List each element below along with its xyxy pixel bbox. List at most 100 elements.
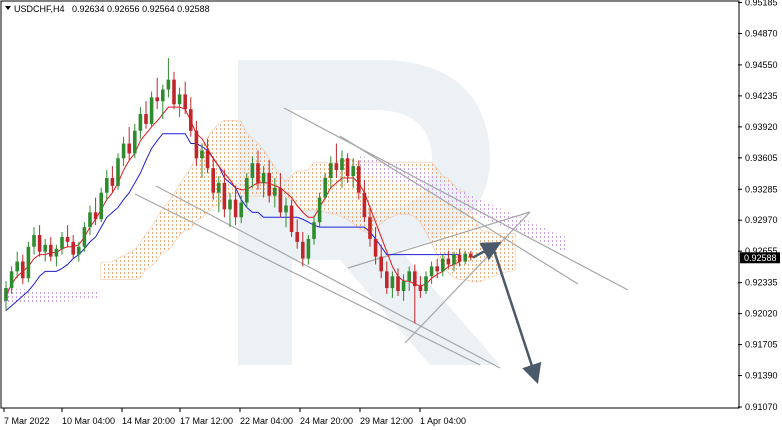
candle-body xyxy=(396,276,400,292)
dropdown-triangle-icon[interactable] xyxy=(5,6,11,10)
candle-body xyxy=(463,253,467,262)
candle-body xyxy=(200,150,204,159)
candle-body xyxy=(250,163,255,178)
candle-body xyxy=(233,199,238,218)
y-tick-label: 0.91390 xyxy=(745,371,778,381)
candle-body xyxy=(15,261,19,272)
candle-body xyxy=(222,182,227,210)
candle-body xyxy=(278,187,283,213)
y-tick-label: 0.92970 xyxy=(745,215,778,225)
candle-body xyxy=(183,94,187,110)
candle-body xyxy=(110,177,115,186)
trend-line xyxy=(134,193,481,366)
y-tick-label: 0.93605 xyxy=(745,153,778,163)
y-tick-label: 0.93285 xyxy=(745,184,778,194)
y-tick-label: 0.92020 xyxy=(745,309,778,319)
y-tick-label: 0.95185 xyxy=(745,0,778,7)
y-axis: 0.95185 0.94870 0.94550 0.94235 0.93920 0.936… xyxy=(738,0,778,412)
current-price-tag: 0.92588 xyxy=(740,252,780,264)
candle-body xyxy=(166,79,171,90)
candle-body xyxy=(189,109,193,131)
trend-line xyxy=(283,107,629,291)
symbol-label: USDCHF,H4 xyxy=(14,4,65,14)
candle-body xyxy=(446,258,451,265)
forecast-down-arrow xyxy=(491,246,542,385)
candle-body xyxy=(424,276,428,292)
trend-line xyxy=(347,211,531,269)
y-tick-label: 0.92655 xyxy=(745,246,778,256)
candle-body xyxy=(26,246,31,279)
chart-header: USDCHF,H4 0.92634 0.92656 0.92564 0.9258… xyxy=(5,4,210,14)
candle-body xyxy=(362,192,367,218)
candle-body xyxy=(317,197,322,223)
candle-body xyxy=(256,163,260,183)
candle-body xyxy=(345,158,350,176)
candle-body xyxy=(435,266,439,272)
ohlc-values: 0.92634 0.92656 0.92564 0.92588 xyxy=(72,4,210,14)
candle-body xyxy=(357,166,361,193)
candle-body xyxy=(65,236,70,242)
candle-body xyxy=(149,97,154,124)
candle-body xyxy=(138,114,143,131)
trend-line xyxy=(155,185,501,369)
candle-body xyxy=(413,271,417,287)
y-tick-label: 0.94870 xyxy=(745,28,778,38)
kijun-line xyxy=(5,133,460,312)
candle-body xyxy=(329,163,333,178)
candle-body xyxy=(401,281,406,292)
candle-body xyxy=(301,241,305,259)
candle-body xyxy=(49,244,53,257)
candle-body xyxy=(54,248,59,257)
candle-body xyxy=(373,238,378,257)
candle-body xyxy=(385,271,389,289)
candle-body xyxy=(116,158,120,186)
candle-body xyxy=(93,212,98,220)
candle-body xyxy=(418,286,423,292)
candle-body xyxy=(155,97,159,102)
candle-body xyxy=(99,192,103,220)
y-tick-label: 0.91705 xyxy=(745,340,778,350)
candle-body xyxy=(121,143,126,159)
candles xyxy=(4,58,473,324)
candle-body xyxy=(32,234,36,247)
trend-line xyxy=(404,211,531,344)
candle-body xyxy=(441,258,445,272)
trend-lines xyxy=(134,107,629,369)
candle-body xyxy=(21,261,25,279)
candle-body xyxy=(323,177,327,198)
x-tick-label: 29 Mar 12:00 xyxy=(360,416,413,426)
candle-body xyxy=(88,212,92,228)
candle-body xyxy=(172,79,176,105)
kijun-series xyxy=(5,133,460,312)
candle-body xyxy=(105,177,109,193)
candle-body xyxy=(379,256,383,272)
cloud-early xyxy=(2,288,100,304)
candle-body xyxy=(267,173,271,196)
current-price-value: 0.92588 xyxy=(744,253,777,263)
candle-body xyxy=(60,236,64,249)
y-tick-label: 0.94550 xyxy=(745,60,778,70)
y-tick-label: 0.94235 xyxy=(745,91,778,101)
candle-body xyxy=(284,205,288,213)
forecast-arrows xyxy=(472,242,542,385)
x-tick-label: 22 Mar 04:00 xyxy=(240,416,293,426)
candle-body xyxy=(9,271,14,289)
y-tick-label: 0.93920 xyxy=(745,122,778,132)
candle-body xyxy=(457,254,462,262)
trend-line xyxy=(339,135,579,285)
candle-body xyxy=(429,266,434,277)
candle-body xyxy=(273,187,277,196)
x-tick-label: 24 Mar 20:00 xyxy=(300,416,353,426)
tenkan-line xyxy=(5,106,460,297)
tenkan-series xyxy=(5,106,460,297)
x-tick-label: 1 Apr 04:00 xyxy=(420,416,466,426)
forecast-up-arrow xyxy=(472,242,502,261)
candle-body xyxy=(295,232,299,242)
candle-body xyxy=(161,89,165,102)
candle-body xyxy=(351,166,355,176)
candle-body xyxy=(194,130,199,159)
x-tick-label: 17 Mar 12:00 xyxy=(180,416,233,426)
y-tick-label: 0.92335 xyxy=(745,278,778,288)
candle-body xyxy=(407,271,411,282)
x-tick-label: 10 Mar 04:00 xyxy=(62,416,115,426)
